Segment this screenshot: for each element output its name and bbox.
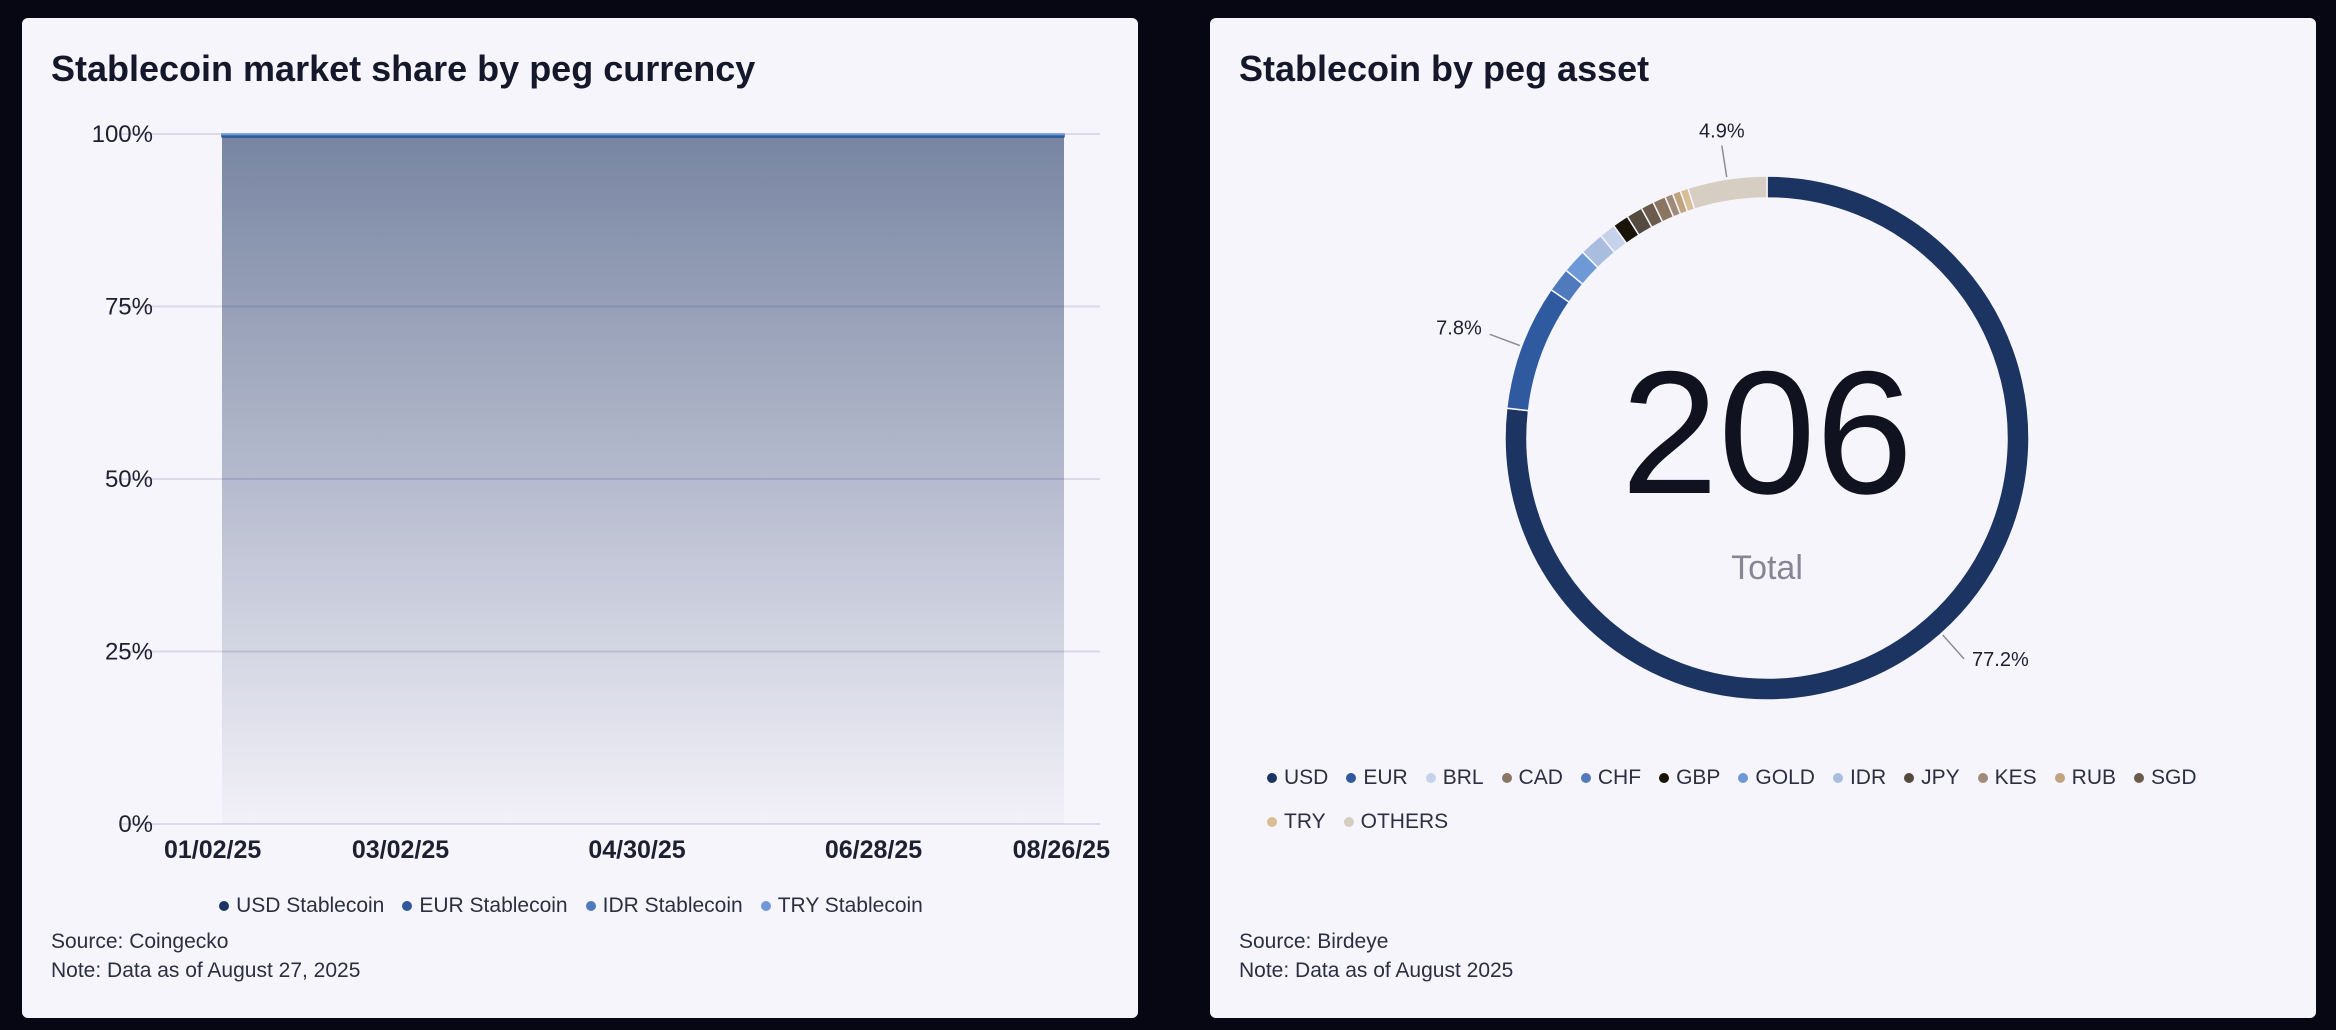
x-tick-label: 03/02/25: [352, 836, 449, 864]
y-tick-label: 100%: [92, 121, 153, 148]
peg-asset-legend-item[interactable]: EUR: [1346, 756, 1408, 800]
legend-label: IDR Stablecoin: [602, 894, 743, 917]
market-share-area-chart: 0% 25% 50% 75% 100% 01/02/25 03/02/25 04/30/25…: [92, 121, 1110, 864]
y-tick-label: 25%: [105, 639, 153, 666]
donut-total-value: 206: [1621, 336, 1913, 531]
legend-dot-icon: [2054, 773, 2065, 783]
legend-label: TRY Stablecoin: [777, 894, 923, 917]
peg-asset-legend-item[interactable]: CHF: [1580, 756, 1642, 800]
peg-asset-source: Source: Birdeye: [1239, 930, 1389, 953]
legend-dot-icon: [1659, 773, 1670, 783]
peg-asset-legend-item[interactable]: KES: [1977, 756, 2037, 800]
x-tick-label: 06/28/25: [825, 836, 922, 864]
legend-label: USD: [1284, 766, 1329, 789]
legend-label: GOLD: [1755, 766, 1815, 789]
donut-label-leader: [1721, 145, 1728, 178]
peg-asset-legend-item[interactable]: IDR: [1832, 756, 1887, 800]
peg-asset-legend-item[interactable]: OTHERS: [1343, 800, 1449, 844]
legend-label: USD Stablecoin: [236, 894, 385, 917]
peg-asset-legend-item[interactable]: GOLD: [1738, 756, 1815, 800]
legend-dot-icon: [1580, 773, 1591, 783]
y-tick-label: 0%: [118, 811, 153, 838]
market-share-legend-item[interactable]: TRY Stablecoin: [760, 884, 923, 928]
legend-dot-icon: [1267, 817, 1277, 827]
legend-dot-icon: [2134, 773, 2144, 783]
peg-asset-legend-item[interactable]: TRY: [1267, 800, 1326, 844]
legend-dot-icon: [1977, 773, 1988, 783]
legend-dot-icon: [1425, 773, 1436, 783]
donut-slice-others[interactable]: [1687, 175, 1768, 211]
legend-label: SGD: [2151, 766, 2197, 789]
legend-dot-icon: [1267, 773, 1277, 783]
legend-label: IDR: [1849, 766, 1887, 789]
y-tick-label: 75%: [105, 294, 153, 321]
legend-label: OTHERS: [1360, 810, 1449, 833]
peg-asset-legend-item[interactable]: USD: [1267, 756, 1328, 800]
donut-total-label: Total: [1731, 549, 1803, 587]
y-tick-label: 50%: [105, 466, 153, 493]
x-tick-label: 01/02/25: [164, 836, 261, 864]
legend-label: CHF: [1597, 766, 1642, 789]
legend-label: EUR Stablecoin: [419, 894, 568, 917]
legend-dot-icon: [402, 901, 413, 911]
legend-label: TRY: [1284, 810, 1326, 833]
peg-asset-note: Note: Data as of August 2025: [1239, 959, 1514, 982]
area-series-usd-stablecoin[interactable]: [222, 136, 1064, 824]
peg-asset-legend-item[interactable]: RUB: [2054, 756, 2116, 800]
peg-asset-donut-chart: 77.2% 7.8% 4.9% 206 Total: [1436, 120, 2030, 701]
x-tick-label: 08/26/25: [1013, 836, 1110, 864]
peg-asset-legend-item[interactable]: GBP: [1659, 756, 1720, 800]
donut-label-leader: [1942, 634, 1965, 660]
legend-dot-icon: [760, 901, 771, 911]
legend-dot-icon: [1832, 773, 1843, 783]
peg-asset-legend-item[interactable]: JPY: [1904, 756, 1960, 800]
legend-dot-icon: [1343, 817, 1354, 827]
peg-asset-title: Stablecoin by peg asset: [1239, 48, 1650, 89]
donut-slice-usd[interactable]: [1504, 175, 2030, 701]
donut-slice-eur[interactable]: [1505, 288, 1571, 412]
legend-dot-icon: [219, 901, 230, 911]
legend-label: EUR: [1363, 766, 1408, 789]
legend-dot-icon: [1346, 773, 1357, 783]
market-share-source: Source: Coingecko: [51, 930, 229, 953]
market-share-card: Stablecoin market share by peg currency …: [22, 18, 1138, 1018]
legend-label: KES: [1994, 766, 2037, 789]
peg-asset-legend-item[interactable]: BRL: [1425, 756, 1484, 800]
market-share-legend: USD Stablecoin EUR Stablecoin IDR Stableco…: [22, 884, 1138, 928]
peg-asset-legend: USD EUR BRL CAD CHF GBP GOLD IDR JPY KES RUB SGD TRY…: [1267, 756, 2267, 844]
peg-asset-legend-item[interactable]: CAD: [1501, 756, 1563, 800]
legend-label: GBP: [1676, 766, 1721, 789]
peg-asset-legend-item[interactable]: SGD: [2134, 756, 2197, 800]
donut-data-label: 77.2%: [1972, 649, 2029, 671]
legend-dot-icon: [1738, 773, 1749, 783]
market-share-note: Note: Data as of August 27, 2025: [51, 959, 361, 982]
peg-asset-card: Stablecoin by peg asset 77.2% 7.8% 4.9% 20…: [1210, 18, 2316, 1018]
donut-data-label: 4.9%: [1699, 120, 1745, 142]
legend-dot-icon: [1904, 773, 1915, 783]
donut-data-label: 7.8%: [1436, 317, 1482, 339]
market-share-title: Stablecoin market share by peg currency: [51, 48, 756, 89]
x-tick-label: 04/30/25: [588, 836, 685, 864]
legend-dot-icon: [585, 901, 596, 911]
market-share-legend-item[interactable]: IDR Stablecoin: [585, 884, 743, 928]
legend-label: JPY: [1921, 766, 1960, 789]
legend-label: CAD: [1518, 766, 1563, 789]
legend-label: BRL: [1442, 766, 1484, 789]
donut-label-leader: [1489, 333, 1520, 347]
market-share-legend-item[interactable]: EUR Stablecoin: [402, 884, 568, 928]
market-share-legend-item[interactable]: USD Stablecoin: [219, 884, 384, 928]
legend-dot-icon: [1501, 773, 1512, 783]
legend-label: RUB: [2071, 766, 2116, 789]
